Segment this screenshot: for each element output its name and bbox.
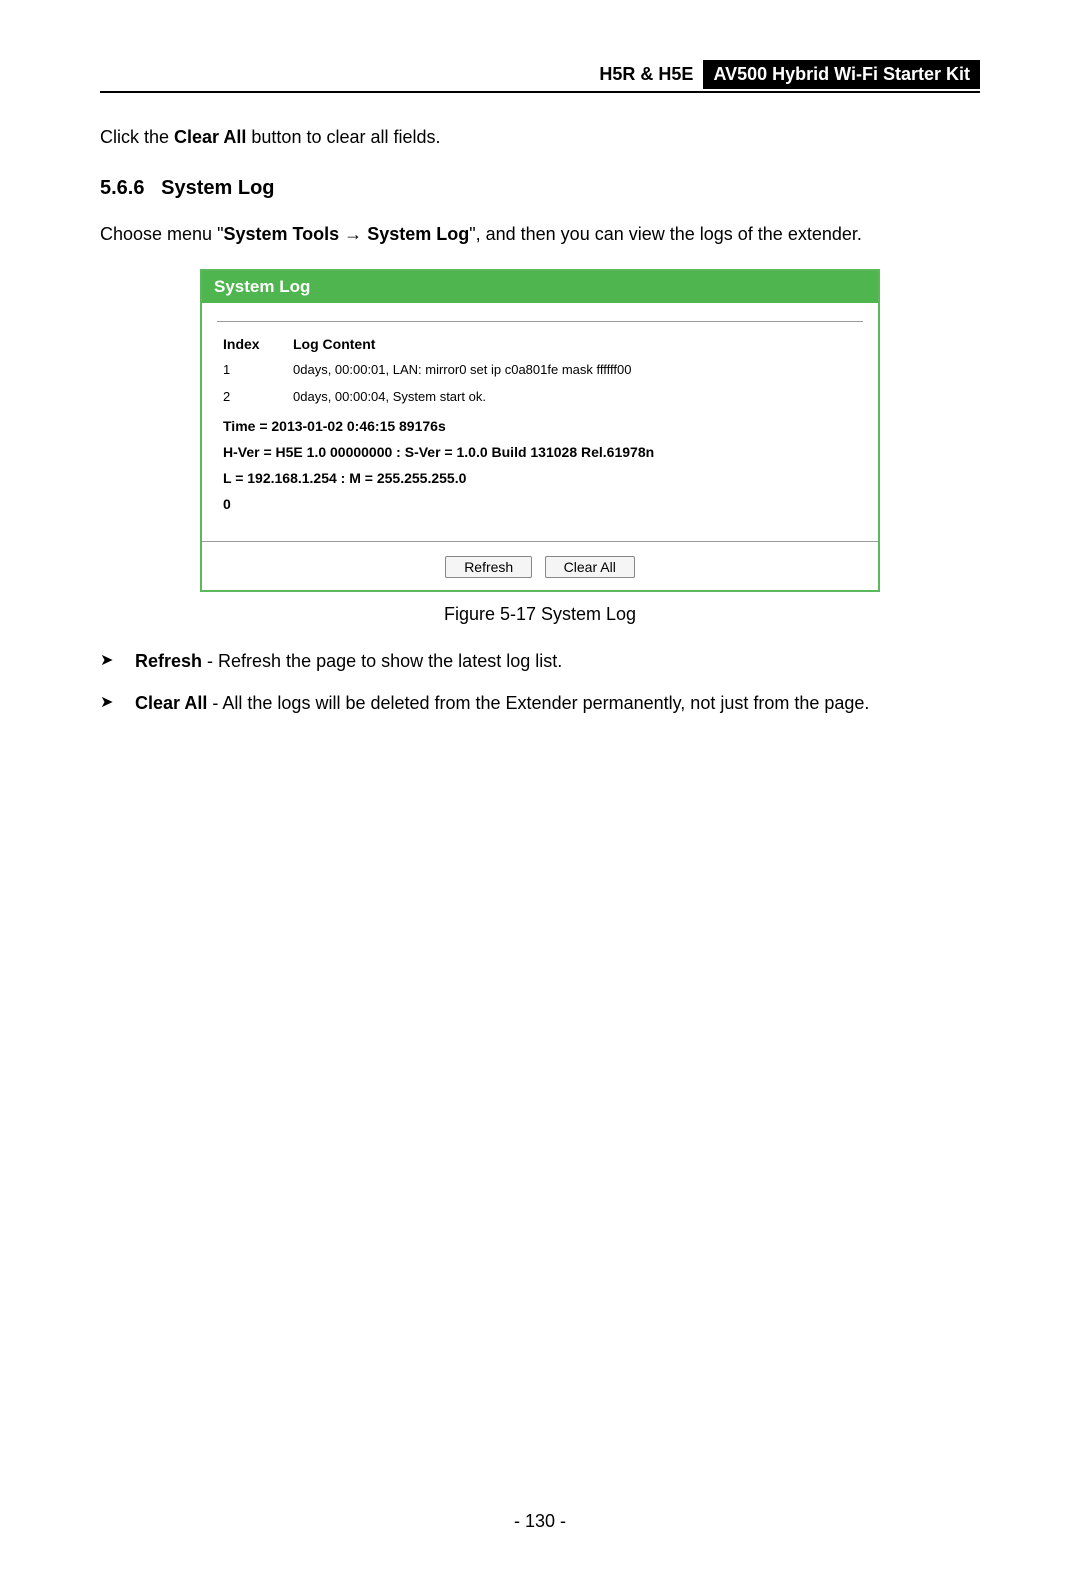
- bullet-text: Refresh the page to show the latest log …: [218, 651, 562, 671]
- cell-index: 2: [217, 383, 287, 410]
- section-heading: 5.6.6 System Log: [100, 177, 980, 200]
- bullet-label: Clear All: [135, 693, 207, 713]
- page-content: Click the Clear All button to clear all …: [100, 123, 980, 719]
- system-log-body: Index Log Content 1 0days, 00:00:01, LAN…: [202, 303, 878, 541]
- menu-item-system-tools: System Tools: [223, 224, 339, 244]
- info-zero: 0: [217, 488, 863, 536]
- menu-path-paragraph: Choose menu "System Tools → System Log",…: [100, 220, 980, 249]
- bullet-sep: -: [207, 693, 222, 713]
- table-row: 2 0days, 00:00:04, System start ok.: [217, 383, 863, 410]
- cell-index: 1: [217, 356, 287, 383]
- cell-content: 0days, 00:00:01, LAN: mirror0 set ip c0a…: [287, 356, 863, 383]
- table-row: 1 0days, 00:00:01, LAN: mirror0 set ip c…: [217, 356, 863, 383]
- page-number: - 130 -: [0, 1511, 1080, 1532]
- refresh-button[interactable]: Refresh: [445, 556, 532, 578]
- system-log-title: System Log: [202, 271, 878, 303]
- header-product-name: AV500 Hybrid Wi-Fi Starter Kit: [703, 60, 980, 89]
- menu-item-system-log: System Log: [367, 224, 469, 244]
- bullet-sep: -: [202, 651, 218, 671]
- clear-all-button[interactable]: Clear All: [545, 556, 635, 578]
- section-title: System Log: [161, 177, 274, 199]
- bullet-arrow-icon: ➤: [100, 647, 113, 676]
- button-row: Refresh Clear All: [202, 541, 878, 590]
- bullet-label: Refresh: [135, 651, 202, 671]
- intro-paragraph: Click the Clear All button to clear all …: [100, 123, 980, 152]
- table-header-row: Index Log Content: [217, 332, 863, 356]
- bullet-list: ➤ Refresh - Refresh the page to show the…: [100, 645, 980, 720]
- header-product-code: H5R & H5E: [599, 64, 693, 85]
- figure-caption: Figure 5-17 System Log: [100, 604, 980, 625]
- menu-text-2: ", and then you can view the logs of the…: [469, 224, 862, 244]
- info-lan: L = 192.168.1.254 : M = 255.255.255.0: [217, 462, 863, 488]
- col-header-index: Index: [217, 332, 287, 356]
- col-header-content: Log Content: [287, 332, 863, 356]
- log-table: Index Log Content 1 0days, 00:00:01, LAN…: [217, 332, 863, 410]
- list-item: ➤ Clear All - All the logs will be delet…: [100, 687, 980, 719]
- section-number: 5.6.6: [100, 177, 144, 199]
- bullet-arrow-icon: ➤: [100, 689, 113, 718]
- clear-all-label: Clear All: [174, 127, 246, 147]
- menu-arrow-icon: →: [339, 224, 367, 244]
- bullet-text: All the logs will be deleted from the Ex…: [222, 693, 869, 713]
- divider: [217, 321, 863, 322]
- info-time: Time = 2013-01-02 0:46:15 89176s: [217, 410, 863, 436]
- system-log-panel: System Log Index Log Content 1 0days, 00…: [200, 269, 880, 592]
- page-header: H5R & H5E AV500 Hybrid Wi-Fi Starter Kit: [100, 60, 980, 93]
- intro-prefix: Click the: [100, 127, 174, 147]
- intro-suffix: button to clear all fields.: [246, 127, 440, 147]
- list-item: ➤ Refresh - Refresh the page to show the…: [100, 645, 980, 677]
- cell-content: 0days, 00:00:04, System start ok.: [287, 383, 863, 410]
- info-version: H-Ver = H5E 1.0 00000000 : S-Ver = 1.0.0…: [217, 436, 863, 462]
- menu-text-1: Choose menu ": [100, 224, 223, 244]
